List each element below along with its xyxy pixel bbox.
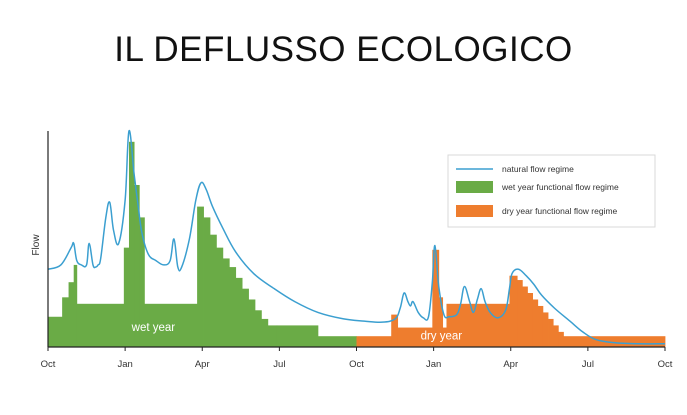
natural-flow-line	[47, 130, 666, 345]
x-tick-label: Apr	[503, 359, 518, 370]
wet-step-bar	[68, 282, 75, 347]
dry-step-bar	[553, 325, 559, 347]
wet-step-bar	[229, 267, 237, 347]
wet-step-bar	[62, 297, 69, 347]
wet-step-bar	[203, 217, 211, 347]
x-tick-label: Jul	[582, 359, 594, 370]
wet-step-bar	[254, 310, 262, 347]
natural-flow-line-group	[47, 130, 666, 345]
dry-step-bar	[537, 305, 544, 347]
wet-step-bar	[248, 299, 256, 347]
x-tick-label: Oct	[41, 359, 56, 370]
wet-step-bar	[216, 247, 224, 347]
dry-step-bar	[432, 249, 440, 347]
dry-step-bar	[563, 336, 666, 347]
dry-step-bar	[558, 331, 564, 347]
wet-step-bar	[128, 141, 135, 347]
legend-swatch-wet	[456, 181, 493, 193]
x-tick-label: Oct	[658, 359, 673, 370]
dry-step-bar	[397, 327, 433, 347]
dry-step-bar	[527, 293, 533, 347]
band-label: wet year	[131, 322, 176, 334]
dry-step-bar	[438, 297, 444, 347]
dry-step-bar	[509, 275, 518, 347]
dry-step-bar	[356, 336, 392, 347]
dry-step-bar	[442, 327, 447, 347]
x-tick-label: Jan	[426, 359, 441, 370]
wet-step-bar	[134, 185, 140, 347]
wet-step-bar	[242, 288, 249, 347]
dry-step-bar	[517, 280, 523, 347]
dry-step-bar	[391, 314, 399, 347]
wet-step-bar	[267, 325, 278, 347]
legend-swatch-dry	[456, 205, 493, 217]
wet-step-bar	[235, 277, 243, 347]
dry-step-bar	[548, 318, 554, 347]
x-tick-label: Apr	[195, 359, 210, 370]
wet-step-bar	[139, 217, 145, 347]
wet-step-bar	[48, 316, 63, 347]
band-annotations: wet year dry year	[131, 322, 463, 342]
wet-step-bar	[276, 325, 319, 347]
slide-title: IL DEFLUSSO ECOLOGICO	[114, 30, 573, 69]
legend-label-dry: dry year functional flow regime	[502, 206, 618, 216]
x-tick-label: Jan	[117, 359, 132, 370]
wet-step-bar	[222, 258, 230, 347]
wet-step-bar	[261, 318, 269, 347]
wet-step-bar	[317, 336, 357, 347]
flow-areas	[48, 141, 666, 347]
legend-label-wet: wet year functional flow regime	[501, 182, 619, 192]
dry-step-bar	[446, 303, 510, 347]
y-axis-label: Flow	[31, 234, 42, 256]
legend: natural flow regime wet year functional …	[447, 154, 656, 228]
dry-step-bar	[542, 312, 549, 347]
x-ticks: Oct Jan Apr Jul Oct Jan Apr Jul Oct	[41, 347, 673, 370]
dry-step-bar	[522, 286, 528, 347]
wet-step-bar	[123, 247, 130, 347]
wet-step-bar	[197, 206, 204, 347]
x-tick-label: Oct	[349, 359, 364, 370]
band-label: dry year	[421, 330, 463, 342]
legend-label-natural: natural flow regime	[502, 164, 574, 174]
wet-step-bar	[209, 234, 217, 347]
wet-step-bar	[76, 303, 125, 347]
dry-step-bar	[532, 299, 539, 347]
x-tick-label: Jul	[273, 359, 285, 370]
wet-step-bar	[144, 303, 198, 347]
wet-step-bar	[73, 264, 78, 347]
